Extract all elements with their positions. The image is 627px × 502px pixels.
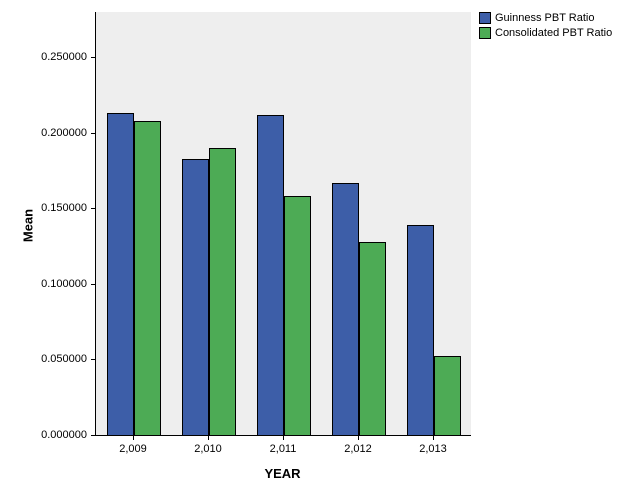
bar-guinness-pbt-ratio-2,012 xyxy=(331,183,359,435)
y-tick-label: 0.100000 xyxy=(41,278,87,290)
y-tick-mark xyxy=(91,208,95,209)
bar-consolidated-pbt-ratio-2,009 xyxy=(133,121,161,435)
x-axis-label: YEAR xyxy=(264,466,301,481)
y-tick-mark xyxy=(91,57,95,58)
legend-item: Consolidated PBT Ratio xyxy=(479,27,612,39)
legend-label: Guinness PBT Ratio xyxy=(495,12,595,24)
y-tick-label: 0.200000 xyxy=(41,127,87,139)
x-tick-label-2,012: 2,012 xyxy=(344,443,372,455)
y-tick-mark xyxy=(91,133,95,134)
y-tick-label: 0.250000 xyxy=(41,51,87,63)
legend-item: Guinness PBT Ratio xyxy=(479,12,612,24)
x-tick-mark xyxy=(208,436,209,440)
bar-group-2,012 xyxy=(321,12,396,435)
x-tick-label-2,010: 2,010 xyxy=(194,443,222,455)
y-tick-mark xyxy=(91,435,95,436)
bar-guinness-pbt-ratio-2,010 xyxy=(181,159,209,435)
x-tick-label-2,013: 2,013 xyxy=(419,443,447,455)
bar-group-2,009 xyxy=(96,12,171,435)
y-tick-label: 0.050000 xyxy=(41,353,87,365)
legend: Guinness PBT Ratio Consolidated PBT Ratio xyxy=(479,12,612,42)
x-tick-mark xyxy=(133,436,134,440)
x-tick-mark xyxy=(283,436,284,440)
bar-guinness-pbt-ratio-2,009 xyxy=(106,113,134,435)
bar-guinness-pbt-ratio-2,013 xyxy=(406,225,434,435)
plot-area xyxy=(95,12,471,436)
bar-consolidated-pbt-ratio-2,011 xyxy=(283,196,311,435)
bar-group-2,010 xyxy=(171,12,246,435)
legend-swatch-icon xyxy=(479,27,491,39)
bar-consolidated-pbt-ratio-2,010 xyxy=(208,148,236,435)
y-tick-mark xyxy=(91,359,95,360)
bar-consolidated-pbt-ratio-2,012 xyxy=(358,242,386,435)
x-tick-label-2,009: 2,009 xyxy=(119,443,147,455)
y-tick-label: 0.150000 xyxy=(41,202,87,214)
x-tick-label-2,011: 2,011 xyxy=(269,443,297,455)
bar-group-2,011 xyxy=(246,12,321,435)
x-tick-mark xyxy=(358,436,359,440)
legend-label: Consolidated PBT Ratio xyxy=(495,27,613,39)
bar-guinness-pbt-ratio-2,011 xyxy=(256,115,284,435)
y-tick-mark xyxy=(91,284,95,285)
legend-swatch-icon xyxy=(479,12,491,24)
bar-group-2,013 xyxy=(396,12,471,435)
y-tick-label: 0.000000 xyxy=(41,429,87,441)
x-tick-mark xyxy=(433,436,434,440)
bar-consolidated-pbt-ratio-2,013 xyxy=(433,356,461,435)
